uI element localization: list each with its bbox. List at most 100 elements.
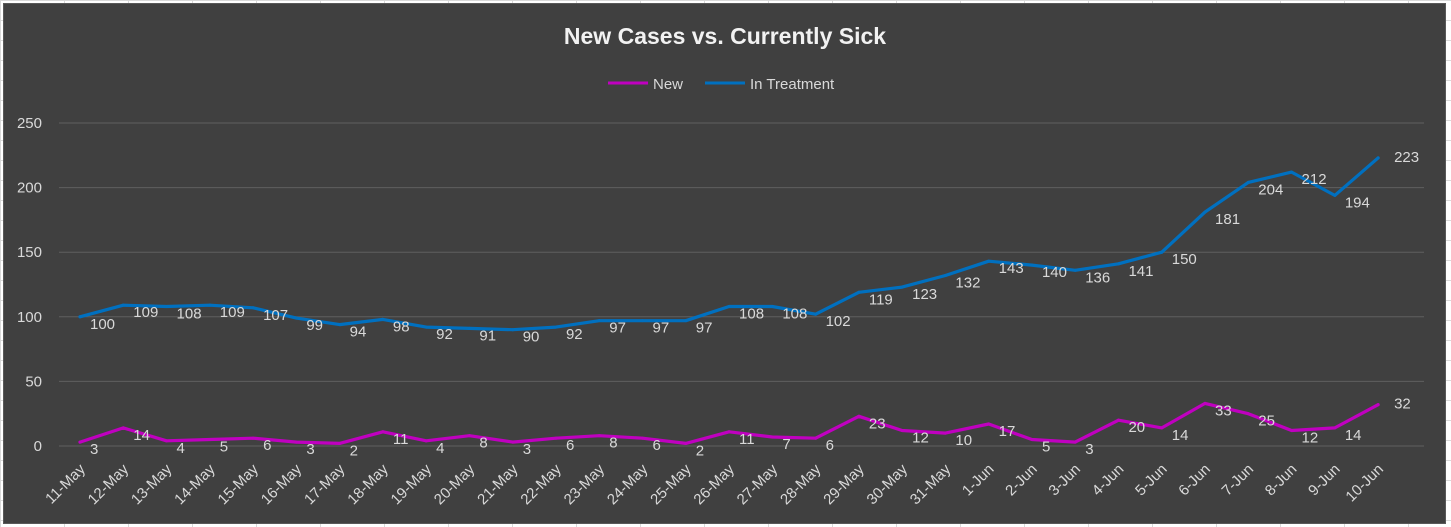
data-point (1376, 403, 1380, 407)
x-tick-label: 26-May (690, 460, 738, 508)
x-tick-label: 24-May (604, 460, 652, 508)
data-label: 8 (479, 435, 487, 452)
x-axis-ticks: 11-May12-May13-May14-May15-May16-May17-M… (42, 460, 1387, 508)
data-point (727, 430, 731, 434)
x-tick-label: 20-May (431, 460, 479, 508)
data-label: 2 (350, 442, 358, 459)
data-label: 33 (1215, 402, 1232, 419)
data-point (554, 325, 558, 329)
data-point (1160, 250, 1164, 254)
data-label: 92 (436, 326, 453, 343)
data-label: 108 (782, 305, 807, 322)
data-point (338, 323, 342, 327)
x-tick-label: 23-May (561, 460, 609, 508)
data-label: 108 (177, 305, 202, 322)
x-tick-label: 9-Jun (1305, 461, 1344, 500)
data-point (467, 434, 471, 438)
data-label: 119 (869, 291, 893, 308)
data-point (208, 438, 212, 442)
data-label: 136 (1085, 269, 1110, 286)
chart-area[interactable]: New Cases vs. Currently Sick New In Trea… (3, 3, 1446, 524)
data-point (1116, 262, 1120, 266)
data-point (1333, 426, 1337, 430)
data-point (78, 440, 82, 444)
data-label: 99 (306, 317, 323, 334)
data-point (1246, 180, 1250, 184)
data-label: 20 (1128, 419, 1145, 436)
data-label: 223 (1394, 149, 1419, 166)
x-tick-label: 22-May (517, 460, 565, 508)
x-tick-label: 10-Jun (1342, 461, 1386, 505)
data-point (467, 326, 471, 330)
x-tick-label: 5-Jun (1132, 461, 1171, 500)
data-point (121, 426, 125, 430)
data-point (251, 436, 255, 440)
gridlines (59, 122, 1424, 447)
data-label: 141 (1128, 263, 1153, 280)
data-point (684, 319, 688, 323)
data-point (900, 428, 904, 432)
x-tick-label: 3-Jun (1045, 461, 1084, 500)
x-tick-label: 25-May (647, 460, 695, 508)
data-point (381, 317, 385, 321)
data-label: 10 (955, 432, 972, 449)
data-point (1290, 428, 1294, 432)
data-point (641, 436, 645, 440)
data-point (1376, 156, 1380, 160)
data-label: 12 (912, 429, 929, 446)
data-label: 123 (912, 286, 937, 303)
data-point (943, 431, 947, 435)
data-point (987, 259, 991, 263)
data-label: 100 (90, 316, 115, 333)
x-tick-label: 14-May (171, 460, 219, 508)
data-label: 6 (653, 437, 661, 454)
data-label: 11 (739, 431, 755, 448)
x-tick-label: 8-Jun (1262, 461, 1301, 500)
data-point (857, 414, 861, 418)
x-tick-label: 30-May (864, 460, 912, 508)
x-tick-label: 29-May (820, 460, 868, 508)
data-point (1160, 426, 1164, 430)
data-label: 150 (1172, 251, 1197, 268)
x-tick-label: 13-May (128, 460, 176, 508)
data-point (814, 312, 818, 316)
x-tick-label: 31-May (907, 460, 955, 508)
data-point (727, 304, 731, 308)
y-tick-label: 0 (34, 438, 42, 455)
data-label: 3 (306, 441, 314, 458)
data-point (987, 422, 991, 426)
x-tick-label: 18-May (344, 460, 392, 508)
legend-label-in-treatment: In Treatment (750, 76, 835, 93)
data-point (294, 316, 298, 320)
data-label: 5 (220, 439, 228, 456)
legend-label-new: New (653, 76, 683, 93)
data-label: 204 (1258, 181, 1283, 198)
data-label: 97 (696, 320, 713, 337)
data-point (641, 319, 645, 323)
data-label: 6 (826, 437, 834, 454)
data-point (554, 436, 558, 440)
data-point (1073, 440, 1077, 444)
data-label: 25 (1258, 413, 1275, 430)
data-label: 97 (609, 320, 626, 337)
x-tick-label: 15-May (215, 460, 263, 508)
chart-title: New Cases vs. Currently Sick (564, 23, 886, 49)
data-point (1116, 418, 1120, 422)
data-point (511, 440, 515, 444)
data-label: 32 (1394, 396, 1411, 413)
data-label: 102 (826, 313, 851, 330)
y-axis-ticks: 0 50 100 150 200 250 (17, 115, 42, 455)
data-point (424, 439, 428, 443)
y-tick-label: 250 (17, 115, 42, 132)
data-label: 212 (1302, 171, 1327, 188)
data-label: 5 (1042, 439, 1050, 456)
data-point (338, 441, 342, 445)
data-label: 181 (1215, 211, 1240, 228)
data-point (208, 303, 212, 307)
x-tick-label: 7-Jun (1219, 461, 1258, 500)
y-tick-label: 150 (17, 244, 42, 261)
legend: New In Treatment (608, 76, 835, 93)
x-tick-label: 17-May (301, 460, 349, 508)
